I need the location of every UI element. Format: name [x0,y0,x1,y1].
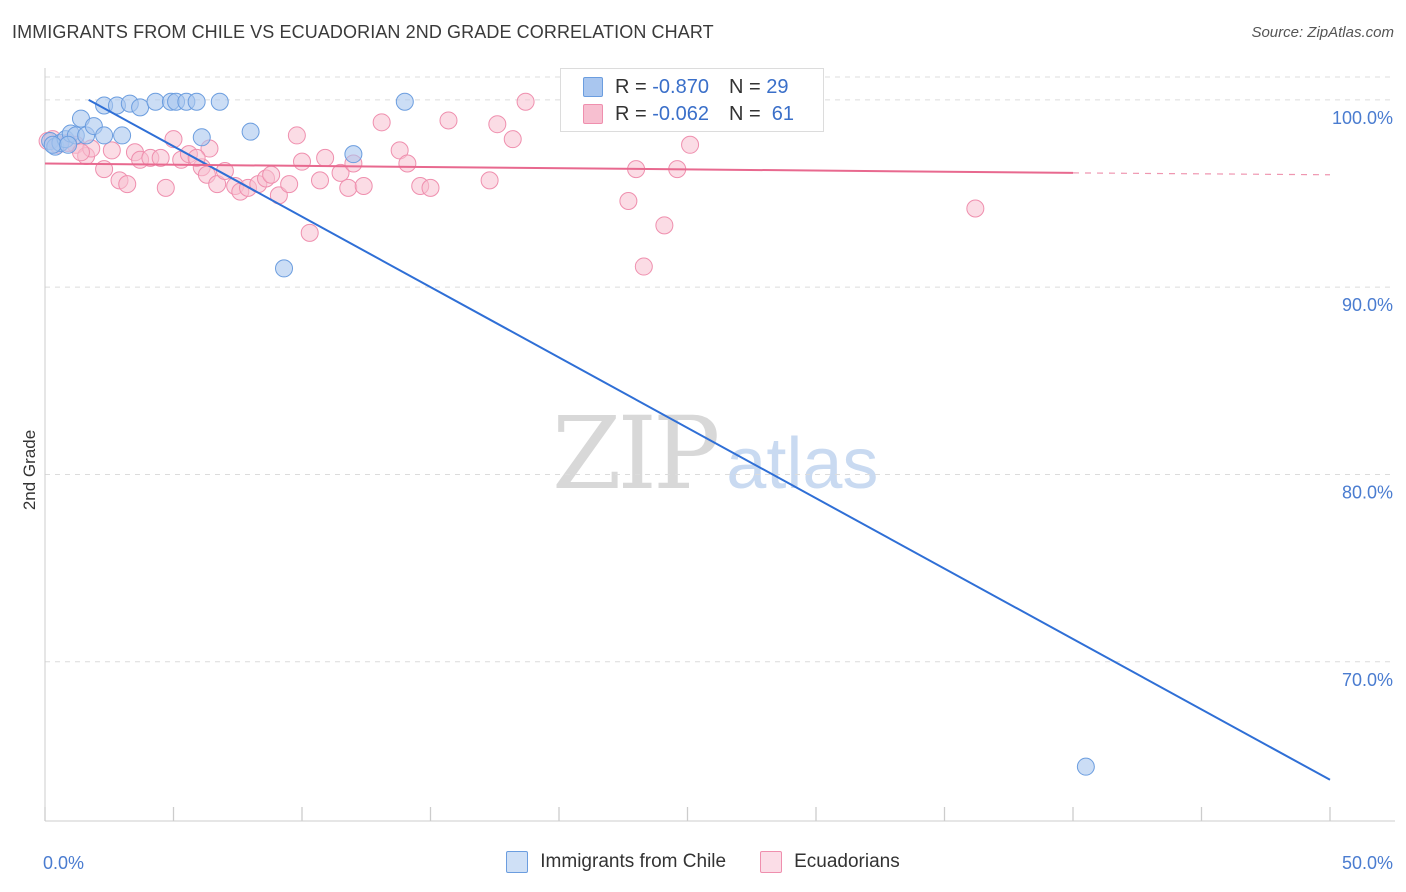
ecuadorians-point [619,191,638,210]
legend-item-ecuadorians[interactable]: Ecuadorians [760,851,900,873]
chile-point [113,126,132,145]
y-tick-label: 100.0% [1332,108,1393,128]
ecuadorians-point [293,152,311,171]
ecuadorians-trend-line [44,162,1074,174]
ecuadorians-swatch [583,104,603,124]
ecuadorians-point [151,148,170,167]
watermark-zip: ZIP [552,395,720,512]
trend-lines [44,98,1331,781]
stats-row-chile: R = -0.870 N = 29 [583,74,788,100]
n-label: N = [728,102,761,125]
chile-point [344,145,363,164]
series-immigrants-from-chile [41,92,1095,776]
legend-label-chile: Immigrants from Chile [540,851,727,872]
ecuadorians-point [262,165,281,184]
chile-point [210,92,229,111]
stats-legend: R = -0.870 N = 29 R = -0.062 N = 61 [560,68,824,132]
ecuadorians-point [634,257,653,276]
r-label: R = [615,102,647,125]
ecuadorians-point [480,171,499,190]
chile-point [131,98,150,117]
chile-point [1076,757,1095,776]
y-tick-label: 90.0% [1342,295,1393,315]
chile-point [187,92,206,111]
ecuadorians-point [655,216,674,235]
ecuadorians-point [280,175,299,194]
chile-point [59,135,78,154]
ecuadorians-point [164,130,183,149]
stats-row-ecuadorians: R = -0.062 N = 61 [583,101,794,127]
source-credit: Source: ZipAtlas.com [1251,24,1394,41]
chile-point [275,259,294,278]
ecuadorians-point [118,175,137,194]
legend-swatch-ecuadorians [760,851,783,873]
chart-title: IMMIGRANTS FROM CHILE VS ECUADORIAN 2ND … [12,22,714,42]
ecuadorians-point [300,223,319,242]
y-tick-label: 80.0% [1342,482,1393,502]
axes [44,68,1395,822]
ecuadorians-point [681,135,700,154]
chile-point [43,135,62,154]
ecuadorians-point [516,92,535,111]
ecuadorians-trend-extension [1072,172,1331,176]
watermark: ZIP atlas [552,395,878,512]
r-value-ecuadorians: -0.062 [652,102,709,125]
tick-labels: 70.0% 80.0% 90.0% 100.0% 0.0% 50.0% [43,108,1393,873]
legend-item-chile[interactable]: Immigrants from Chile [506,851,726,873]
x-tick-label: 50.0% [1342,853,1393,873]
series-legend: Immigrants from Chile Ecuadorians [0,851,1406,873]
legend-label-ecuadorians: Ecuadorians [794,851,900,872]
n-value-ecuadorians: 61 [771,102,795,125]
chile-swatch [583,77,603,97]
r-label: R = [615,75,647,98]
chile-point [146,92,165,111]
chile-point [192,128,211,147]
y-tick-label: 70.0% [1342,670,1393,690]
chile-point [395,92,414,111]
ecuadorians-point [398,154,417,173]
chile-trend-line [88,98,1331,781]
ecuadorians-point [331,163,350,182]
ecuadorians-point [966,199,985,218]
ecuadorians-point [488,115,507,134]
series-ecuadorians [38,92,985,276]
ecuadorians-point [421,178,440,197]
ecuadorians-point [287,126,306,145]
ecuadorians-point [316,148,335,167]
ecuadorians-point [215,162,234,181]
ecuadorians-point [354,177,373,196]
legend-swatch-chile [506,851,529,873]
ecuadorians-point [156,178,175,197]
ecuadorians-point [372,113,391,132]
n-value-chile: 29 [766,75,789,98]
ecuadorians-point [439,111,458,130]
n-label: N = [728,75,761,98]
chile-point [241,122,260,141]
ecuadorians-point [503,130,522,149]
ecuadorians-point [102,141,121,160]
ecuadorians-point [339,178,358,197]
ecuadorians-point [310,171,329,190]
r-value-chile: -0.870 [652,75,709,98]
chile-point [95,126,114,145]
x-tick-label: 0.0% [43,853,84,873]
